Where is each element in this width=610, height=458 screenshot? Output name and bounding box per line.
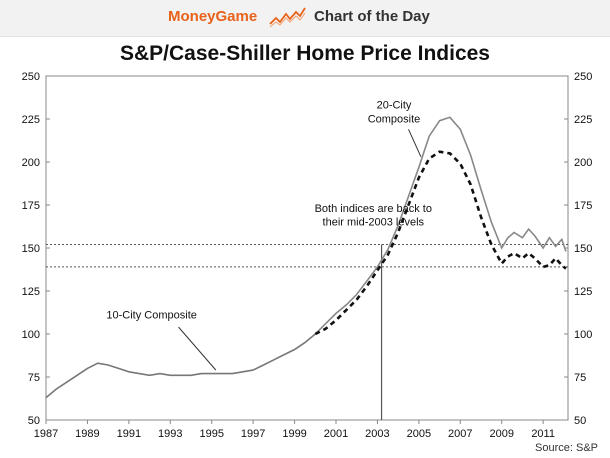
x-tick-2005: 2005 — [407, 428, 431, 440]
y-tick-right-175: 175 — [574, 200, 592, 212]
annotation-0: 20-City — [377, 100, 412, 112]
y-tick-right-125: 125 — [574, 286, 592, 298]
annotation-3: their mid-2003 levels — [323, 217, 425, 229]
y-tick-right-50: 50 — [574, 415, 586, 427]
annotation-1: Composite — [368, 113, 421, 125]
trend-line-icon — [269, 7, 306, 28]
arrow-10-city — [178, 326, 217, 371]
series-10-city-line-dashed — [314, 150, 567, 336]
annotation-2: Both indices are back to — [315, 203, 432, 215]
chart-title: S&P/Case-Shiller Home Price Indices — [120, 42, 490, 65]
y-tick-right-100: 100 — [574, 329, 592, 341]
x-tick-1997: 1997 — [241, 428, 265, 440]
y-tick-right-200: 200 — [574, 157, 592, 169]
series-10-city-line-early — [45, 333, 316, 399]
header-banner: MoneyGame Chart of the Day — [0, 0, 610, 37]
arrow-20-city — [408, 129, 422, 158]
y-tick-left-50: 50 — [28, 415, 40, 427]
y-tick-right-225: 225 — [574, 114, 592, 126]
x-tick-2009: 2009 — [489, 428, 513, 440]
x-tick-2007: 2007 — [448, 428, 472, 440]
y-tick-right-150: 150 — [574, 243, 592, 255]
chart-of-the-day-label: Chart of the Day — [314, 8, 430, 25]
x-tick-1995: 1995 — [199, 428, 223, 440]
series-20-city-line — [314, 116, 567, 335]
source-note: Source: S&P — [535, 442, 598, 454]
x-tick-2003: 2003 — [365, 428, 389, 440]
y-tick-left-125: 125 — [22, 286, 40, 298]
annotation-4: 10-City Composite — [106, 310, 196, 322]
y-tick-left-225: 225 — [22, 114, 40, 126]
y-tick-right-75: 75 — [574, 372, 586, 384]
x-tick-2011: 2011 — [531, 428, 555, 440]
y-tick-left-200: 200 — [22, 157, 40, 169]
x-tick-1987: 1987 — [34, 428, 58, 440]
x-tick-1993: 1993 — [158, 428, 182, 440]
y-tick-left-250: 250 — [22, 71, 40, 83]
y-tick-left-100: 100 — [22, 329, 40, 341]
y-tick-left-75: 75 — [28, 372, 40, 384]
x-tick-1991: 1991 — [117, 428, 141, 440]
y-tick-left-150: 150 — [22, 243, 40, 255]
brand-name[interactable]: MoneyGame — [168, 8, 258, 25]
y-tick-right-250: 250 — [574, 71, 592, 83]
x-tick-2001: 2001 — [324, 428, 348, 440]
y-tick-left-175: 175 — [22, 200, 40, 212]
x-tick-1999: 1999 — [282, 428, 306, 440]
x-tick-1989: 1989 — [75, 428, 99, 440]
plot-frame — [45, 75, 569, 421]
